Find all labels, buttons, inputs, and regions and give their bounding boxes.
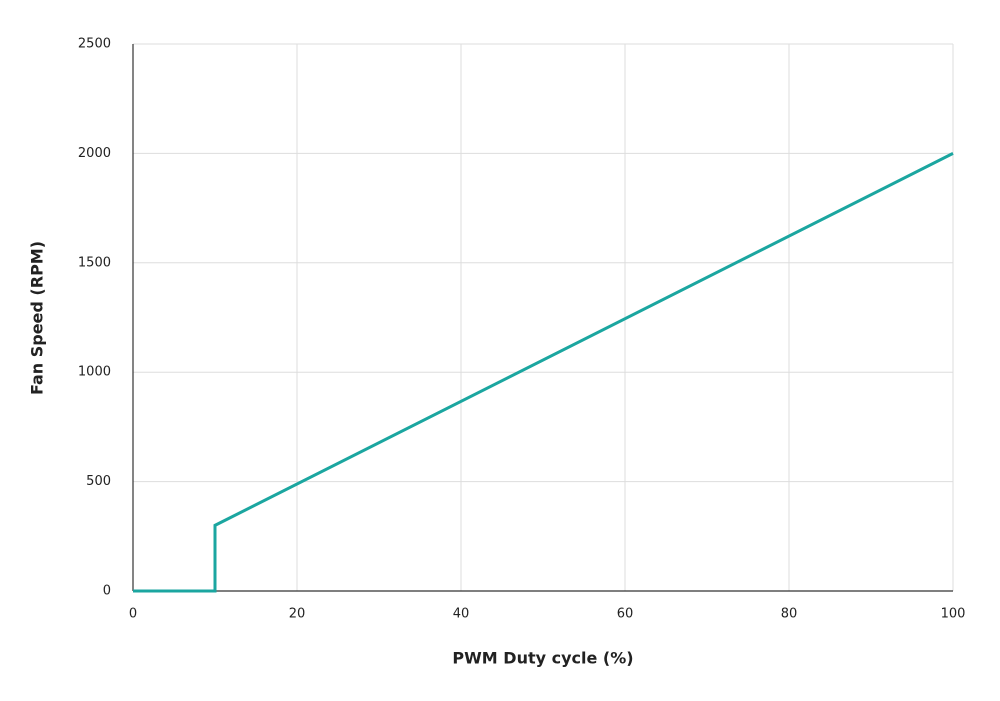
data-line: [133, 152, 954, 593]
y-tick-label: 2000: [78, 146, 111, 161]
y-tick-label: 1500: [78, 255, 111, 270]
x-tick-label: 0: [129, 607, 137, 622]
x-tick-label: 100: [941, 607, 966, 622]
y-axis-title: Fan Speed (RPM): [28, 241, 47, 395]
x-tick-label: 40: [453, 607, 470, 622]
y-tick-label: 500: [86, 474, 111, 489]
y-tick-label: 1000: [78, 365, 111, 380]
x-tick-label: 60: [617, 607, 634, 622]
x-tick-label: 80: [781, 607, 798, 622]
y-tick-label: 2500: [78, 37, 111, 52]
x-axis-title: PWM Duty cycle (%): [452, 649, 633, 668]
y-tick-label: 0: [103, 584, 111, 599]
x-tick-label: 20: [289, 607, 306, 622]
